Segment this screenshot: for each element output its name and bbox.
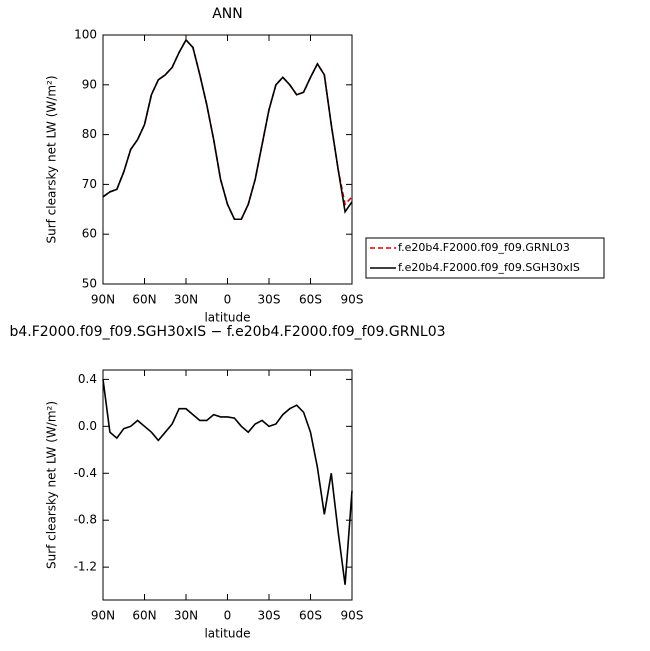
x-tick-label: 60S — [299, 609, 322, 623]
x-tick-label: 0 — [224, 293, 232, 307]
y-tick-label: 70 — [82, 177, 97, 191]
x-tick-label: 30S — [258, 609, 281, 623]
x-tick-label: 30N — [174, 609, 198, 623]
legend-box — [365, 237, 605, 279]
y-tick-label: 80 — [82, 127, 97, 141]
chart-title: ANN — [212, 6, 243, 22]
legend-label: f.e20b4.F2000.f09_f09.SGH30xIS — [398, 261, 580, 274]
series-line — [102, 38, 353, 221]
x-tick-label: 60N — [132, 609, 156, 623]
series-line — [102, 379, 353, 585]
y-tick-label: 0.0 — [78, 419, 97, 433]
y-tick-label: -0.8 — [74, 513, 97, 527]
legend-label: f.e20b4.F2000.f09_f09.GRNL03 — [398, 241, 570, 254]
x-tick-label: 0 — [224, 609, 232, 623]
x-tick-label: 60S — [299, 293, 322, 307]
x-tick-label: 30N — [174, 293, 198, 307]
chart-title: b4.F2000.f09_f09.SGH30xIS − f.e20b4.F200… — [9, 324, 445, 340]
y-tick-label: 50 — [82, 277, 97, 291]
x-tick-label: 90S — [341, 293, 364, 307]
x-tick-label: 60N — [132, 293, 156, 307]
plot-frame — [102, 34, 353, 285]
x-tick-label: 90N — [91, 609, 115, 623]
x-axis-label: latitude — [204, 627, 250, 641]
y-axis-label: Surf clearsky net LW (W/m²) — [45, 75, 59, 243]
y-axis-label: Surf clearsky net LW (W/m²) — [45, 401, 59, 569]
y-tick-label: 100 — [74, 28, 97, 42]
x-tick-label: 90N — [91, 293, 115, 307]
y-tick-label: 90 — [82, 77, 97, 91]
y-tick-label: 0.4 — [78, 372, 97, 386]
y-tick-label: -1.2 — [74, 560, 97, 574]
x-tick-label: 90S — [341, 609, 364, 623]
x-tick-label: 30S — [258, 293, 281, 307]
plot-frame — [102, 369, 353, 601]
y-tick-label: -0.4 — [74, 466, 97, 480]
series-line — [102, 38, 353, 221]
y-tick-label: 60 — [82, 227, 97, 241]
x-axis-label: latitude — [204, 311, 250, 325]
